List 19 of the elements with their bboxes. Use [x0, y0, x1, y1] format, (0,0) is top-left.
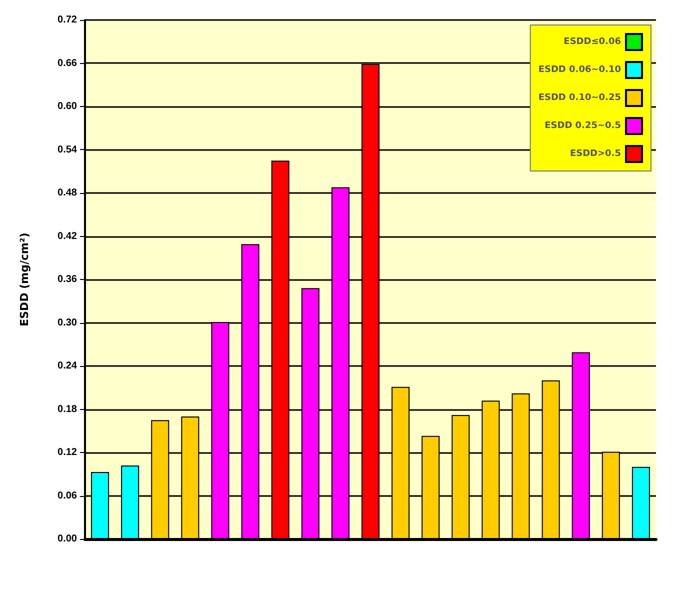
legend-label: ESDD 0.25~0.5 [544, 121, 621, 131]
y-tick-label: 0.42 [58, 230, 78, 242]
y-axis-title: ESDD (mg/cm²) [18, 232, 31, 326]
y-tick-label: 0.72 [58, 14, 78, 26]
y-tick-label: 0.48 [58, 188, 78, 198]
legend-label: ESDD≤0.06 [564, 37, 621, 47]
legend-label: ESDD 0.10~0.25 [538, 93, 621, 103]
y-tick-label: 0.60 [58, 101, 78, 112]
y-tick-label: 0.36 [58, 274, 78, 285]
y-tick-label: 0.00 [58, 534, 78, 544]
y-tick-label: 0.66 [58, 58, 78, 69]
y-tick-label: 0.30 [58, 317, 78, 328]
legend-label: ESDD 0.06~0.10 [538, 65, 621, 75]
y-tick-label: 0.18 [58, 404, 78, 415]
y-tick-label: 0.24 [58, 360, 78, 372]
legend-label: ESDD>0.5 [570, 149, 621, 159]
y-tick-label: 0.54 [58, 144, 78, 156]
y-tick-label: 0.06 [58, 490, 78, 502]
y-tick-label: 0.12 [58, 447, 78, 458]
